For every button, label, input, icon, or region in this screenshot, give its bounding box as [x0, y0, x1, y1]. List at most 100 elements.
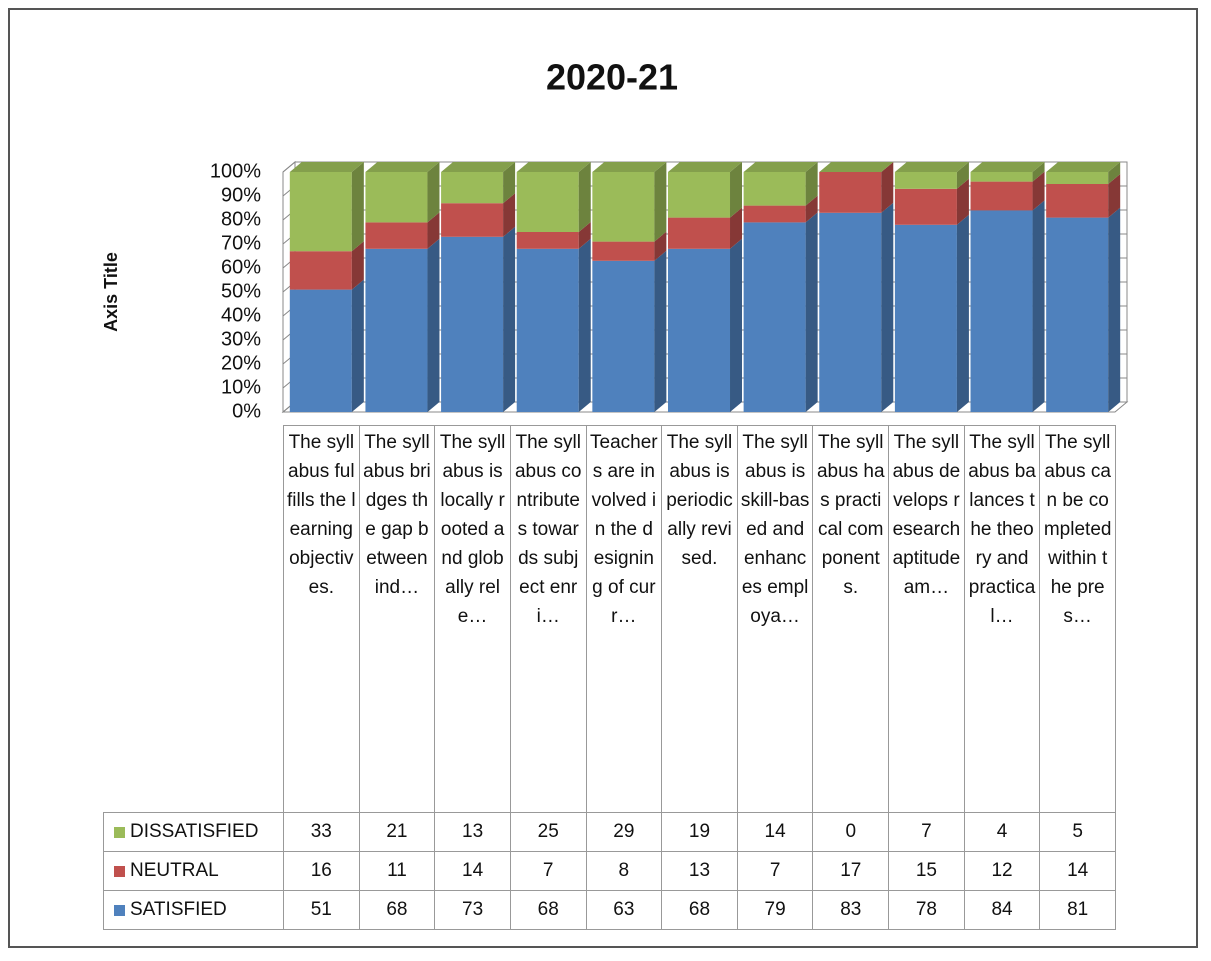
bar-segment [592, 172, 655, 242]
bar-side [730, 162, 743, 218]
bar-segment [365, 248, 428, 412]
y-tick-label: 20% [221, 352, 261, 374]
legend-cell: DISSATISFIED [103, 812, 284, 852]
bar-segment [743, 205, 806, 223]
category-label: The syllabus contributes towards subject… [509, 425, 587, 813]
bar-side [1032, 200, 1045, 412]
bar-top [289, 162, 364, 172]
table-value: 79 [736, 890, 814, 930]
bar-side [427, 212, 440, 249]
bar-segment [592, 260, 655, 412]
y-tick-label: 90% [221, 184, 261, 206]
bar-segment [970, 181, 1033, 211]
table-value: 68 [661, 890, 738, 930]
bar-side [881, 162, 894, 213]
bar-top [592, 162, 667, 172]
table-value: 68 [358, 890, 436, 930]
bar-segment [516, 248, 579, 412]
table-value: 14 [736, 812, 814, 852]
table-value: 13 [434, 812, 511, 852]
bar-side [730, 238, 743, 412]
bar-side [427, 162, 440, 223]
bar-segment [970, 172, 1033, 182]
category-label: The syllabus balances the theory and pra… [963, 425, 1041, 813]
bar-segment [1046, 172, 1109, 184]
bar-side [503, 193, 516, 237]
legend-label: DISSATISFIED [130, 821, 259, 842]
table-value: 13 [661, 851, 738, 891]
table-value: 4 [963, 812, 1041, 852]
table-value: 19 [661, 812, 738, 852]
table-value: 0 [812, 812, 890, 852]
table-value: 14 [1039, 851, 1116, 891]
bar-top [743, 162, 818, 172]
y-tick-label: 60% [221, 256, 261, 278]
bar-side [351, 162, 364, 252]
bar-segment [894, 188, 957, 225]
bar-side [351, 279, 364, 412]
table-value: 25 [509, 812, 587, 852]
bar-top [894, 162, 969, 172]
table-value: 12 [963, 851, 1041, 891]
bar-segment [819, 172, 882, 213]
table-value: 7 [888, 812, 965, 852]
bar-side [805, 162, 818, 206]
bar-top [365, 162, 440, 172]
table-value: 84 [963, 890, 1041, 930]
table-value: 83 [812, 890, 890, 930]
bar-side [503, 226, 516, 412]
bar-segment [1046, 184, 1109, 218]
y-tick-label: 100% [210, 160, 261, 182]
category-label: The syllabus is periodically revised. [661, 425, 738, 813]
bar-side [956, 178, 969, 225]
bar-side [1032, 162, 1045, 182]
bar-side [956, 162, 969, 189]
table-value: 81 [1039, 890, 1116, 930]
table-value: 14 [434, 851, 511, 891]
table-value: 78 [888, 890, 965, 930]
bar-side [503, 162, 516, 204]
bar-side [578, 238, 591, 412]
table-value: 8 [585, 851, 663, 891]
table-value: 7 [509, 851, 587, 891]
table-value: 21 [358, 812, 436, 852]
table-value: 33 [283, 812, 360, 852]
bar-side [351, 241, 364, 290]
bar-side [1108, 162, 1121, 184]
bar-side [805, 195, 818, 223]
bar-segment [667, 217, 731, 249]
bar-segment [894, 224, 957, 412]
bar-top [667, 162, 743, 172]
bar-side [881, 202, 894, 412]
chart-title: 2020-21 [546, 57, 678, 98]
bar-side [805, 212, 818, 412]
bar-segment [441, 203, 504, 237]
bar-segment [970, 210, 1033, 412]
category-label: The syllabus fulfills the learning objec… [283, 425, 360, 813]
category-label: The syllabus bridges the gap between ind… [358, 425, 436, 813]
legend-swatch [114, 904, 125, 916]
table-value: 73 [434, 890, 511, 930]
table-value: 5 [1039, 812, 1116, 852]
y-tick-label: 30% [221, 328, 261, 350]
y-tick-label: 50% [221, 280, 261, 302]
table-value: 17 [812, 851, 890, 891]
bar-segment [667, 172, 731, 218]
bar-segment [1046, 217, 1109, 412]
bar-segment [516, 172, 579, 232]
bar-top [441, 162, 516, 172]
bar-segment [516, 232, 579, 249]
chart-frame [8, 8, 1198, 948]
table-value: 7 [736, 851, 814, 891]
table-value: 63 [585, 890, 663, 930]
bar-segment [592, 241, 655, 261]
y-axis-title: Axis Title [101, 252, 121, 332]
table-value: 29 [585, 812, 663, 852]
table-value: 11 [358, 851, 436, 891]
bar-side [427, 238, 440, 412]
bar-side [654, 231, 667, 261]
y-tick-label: 10% [221, 376, 261, 398]
bar-segment [365, 222, 428, 249]
category-label: The syllabus has practical components. [812, 425, 890, 813]
